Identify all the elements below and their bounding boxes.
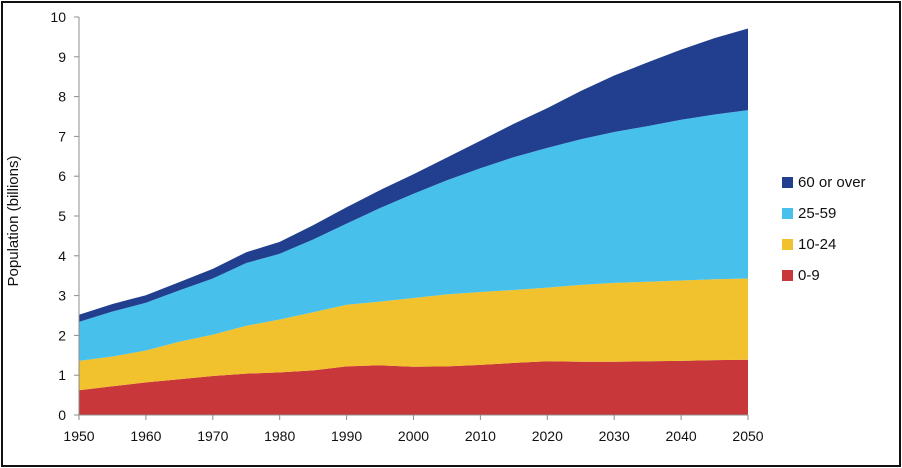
y-tick-label: 9 bbox=[58, 49, 66, 65]
legend-swatch-10-24 bbox=[782, 239, 793, 250]
legend-label-60-or-over: 60 or over bbox=[798, 174, 866, 191]
area-0-9 bbox=[79, 359, 748, 415]
x-tick-label: 2000 bbox=[398, 428, 429, 444]
y-tick-label: 0 bbox=[58, 407, 66, 423]
x-tick-label: 1960 bbox=[130, 428, 161, 444]
legend-swatch-0-9 bbox=[782, 270, 793, 281]
x-tick-label: 2020 bbox=[532, 428, 563, 444]
y-tick-label: 7 bbox=[58, 128, 66, 144]
x-tick-label: 2010 bbox=[465, 428, 496, 444]
x-tick-label: 1990 bbox=[331, 428, 362, 444]
legend-label-10-24: 10-24 bbox=[798, 236, 836, 253]
legend-label-25-59: 25-59 bbox=[798, 205, 836, 222]
x-tick-label: 2040 bbox=[666, 428, 697, 444]
legend-swatch-25-59 bbox=[782, 208, 793, 219]
y-tick-label: 6 bbox=[58, 168, 66, 184]
x-tick-label: 1950 bbox=[63, 428, 94, 444]
area-10-24 bbox=[79, 278, 748, 391]
y-tick-label: 10 bbox=[50, 9, 66, 25]
x-tick-label: 1980 bbox=[264, 428, 295, 444]
y-tick-label: 5 bbox=[58, 208, 66, 224]
y-tick-label: 3 bbox=[58, 288, 66, 304]
x-tick-label: 2030 bbox=[599, 428, 630, 444]
y-tick-label: 1 bbox=[58, 367, 66, 383]
x-tick-label: 1970 bbox=[197, 428, 228, 444]
legend-label-0-9: 0-9 bbox=[798, 267, 820, 284]
area-25-59 bbox=[79, 110, 748, 361]
x-tick-label: 2050 bbox=[732, 428, 763, 444]
y-tick-label: 8 bbox=[58, 89, 66, 105]
legend-swatch-60-or-over bbox=[782, 177, 793, 188]
area-60-or-over bbox=[79, 28, 748, 322]
y-axis-label: Population (billions) bbox=[5, 156, 22, 287]
y-tick-label: 2 bbox=[58, 327, 66, 343]
y-tick-label: 4 bbox=[58, 248, 66, 264]
